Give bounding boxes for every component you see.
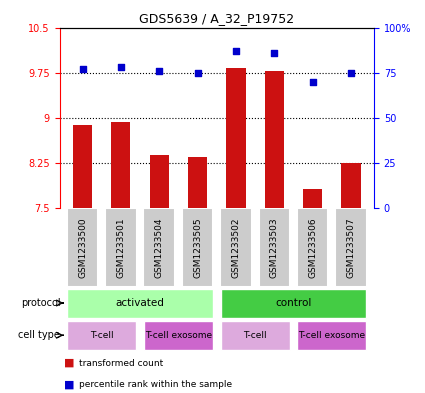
Bar (182, 208, 213, 287)
Bar (220, 208, 252, 287)
Bar (303, 189, 322, 208)
Bar (265, 71, 284, 208)
Text: GSM1233500: GSM1233500 (78, 217, 87, 278)
Point (232, 48, 239, 54)
Text: cell type: cell type (18, 330, 60, 340)
Bar (227, 68, 246, 208)
Text: ■: ■ (64, 358, 74, 368)
Text: GSM1233502: GSM1233502 (232, 217, 241, 278)
Point (117, 64, 124, 70)
Point (79, 66, 86, 72)
Text: percentile rank within the sample: percentile rank within the sample (79, 380, 232, 389)
Bar (67, 321, 136, 350)
Text: GSM1233505: GSM1233505 (193, 217, 202, 278)
Text: GSM1233501: GSM1233501 (116, 217, 125, 278)
Point (309, 79, 316, 85)
Bar (221, 288, 366, 318)
Bar (150, 155, 169, 208)
Bar (221, 321, 289, 350)
Text: protocol: protocol (21, 298, 60, 308)
Text: ■: ■ (64, 380, 74, 390)
Point (156, 68, 163, 74)
Bar (298, 321, 366, 350)
Text: GSM1233507: GSM1233507 (346, 217, 355, 278)
Point (348, 70, 354, 76)
Text: GSM1233503: GSM1233503 (270, 217, 279, 278)
Bar (73, 125, 92, 208)
Bar (105, 208, 136, 287)
Text: T-cell exosome: T-cell exosome (145, 331, 212, 340)
Bar (111, 122, 130, 208)
Bar (188, 157, 207, 208)
Text: GSM1233504: GSM1233504 (155, 217, 164, 278)
Bar (67, 208, 98, 287)
Text: T-cell exosome: T-cell exosome (298, 331, 366, 340)
Text: T-cell: T-cell (90, 331, 113, 340)
Bar (297, 208, 329, 287)
Title: GDS5639 / A_32_P19752: GDS5639 / A_32_P19752 (139, 12, 294, 25)
Text: GSM1233506: GSM1233506 (308, 217, 317, 278)
Bar (335, 208, 367, 287)
Text: control: control (275, 298, 312, 308)
Text: T-cell: T-cell (243, 331, 267, 340)
Point (194, 70, 201, 76)
Bar (258, 208, 290, 287)
Text: activated: activated (116, 298, 164, 308)
Point (271, 50, 278, 56)
Text: transformed count: transformed count (79, 359, 163, 367)
Bar (341, 163, 360, 208)
Bar (144, 321, 213, 350)
Bar (144, 208, 175, 287)
Bar (67, 288, 213, 318)
